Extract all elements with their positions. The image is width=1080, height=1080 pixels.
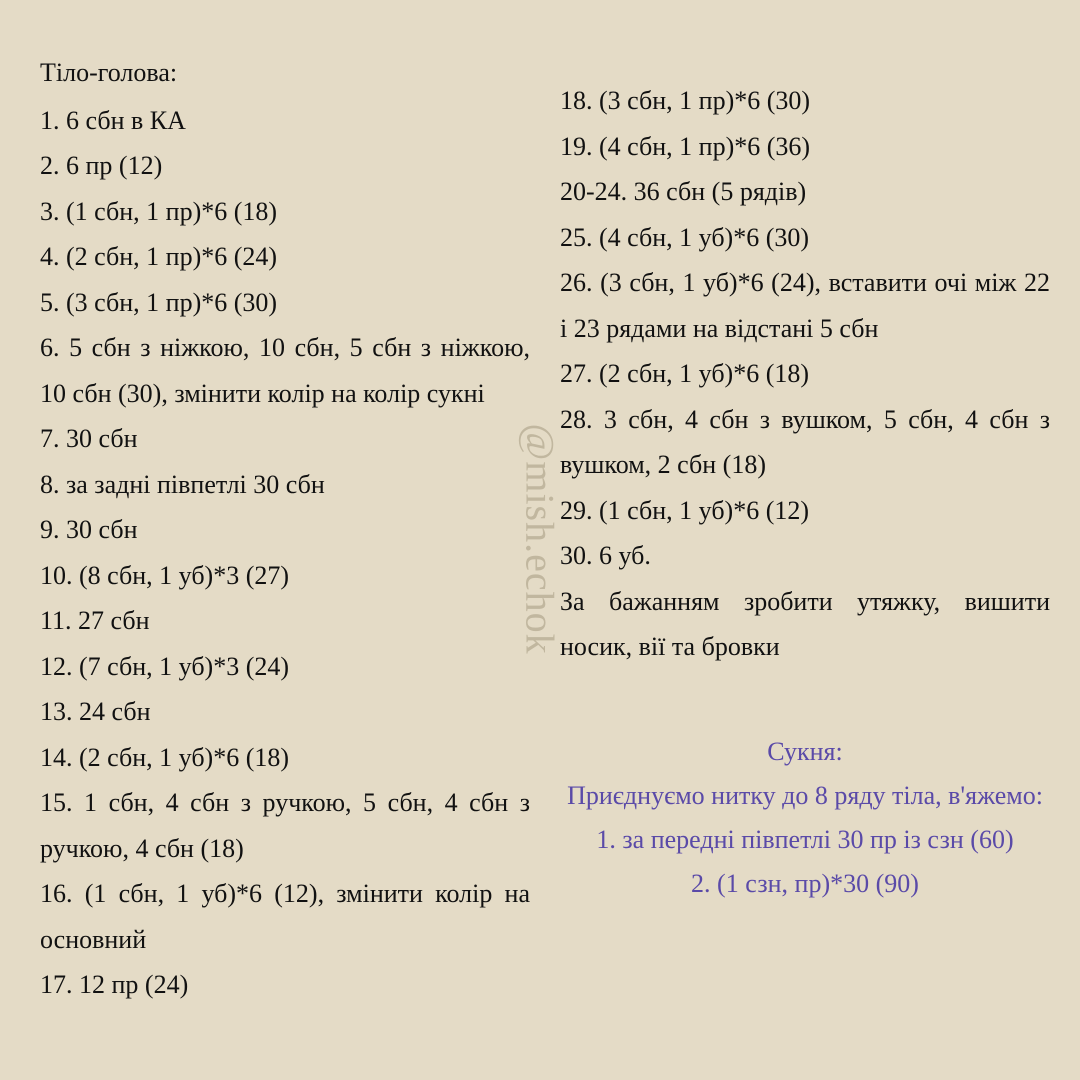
pattern-line: 14. (2 сбн, 1 уб)*6 (18) — [40, 735, 530, 781]
pattern-line: 26. (3 сбн, 1 уб)*6 (24), вставити очі м… — [560, 260, 1050, 351]
pattern-line: 18. (3 сбн, 1 пр)*6 (30) — [560, 78, 1050, 124]
pattern-line: 28. 3 сбн, 4 сбн з вушком, 5 сбн, 4 сбн … — [560, 397, 1050, 488]
dress-heading: Сукня: — [560, 730, 1050, 774]
pattern-line: 3. (1 сбн, 1 пр)*6 (18) — [40, 189, 530, 235]
left-column: Тіло-голова: 1. 6 сбн в КА 2. 6 пр (12) … — [40, 50, 540, 1050]
dress-intro: Приєднуємо нитку до 8 ряду тіла, в'яжемо… — [560, 774, 1050, 818]
pattern-line: 6. 5 сбн з ніжкою, 10 сбн, 5 сбн з ніжко… — [40, 325, 530, 416]
pattern-line: 20-24. 36 сбн (5 рядів) — [560, 169, 1050, 215]
pattern-line: 10. (8 сбн, 1 уб)*3 (27) — [40, 553, 530, 599]
pattern-line: 8. за задні півпетлі 30 сбн — [40, 462, 530, 508]
dress-item: 1. за передні півпетлі 30 пр із сзн (60) — [560, 818, 1050, 862]
pattern-line: 13. 24 сбн — [40, 689, 530, 735]
pattern-line: 2. 6 пр (12) — [40, 143, 530, 189]
pattern-line: 7. 30 сбн — [40, 416, 530, 462]
dress-item: 2. (1 сзн, пр)*30 (90) — [560, 862, 1050, 906]
right-column: 18. (3 сбн, 1 пр)*6 (30) 19. (4 сбн, 1 п… — [540, 50, 1050, 1050]
pattern-line: 27. (2 сбн, 1 уб)*6 (18) — [560, 351, 1050, 397]
pattern-page: Тіло-голова: 1. 6 сбн в КА 2. 6 пр (12) … — [0, 0, 1080, 1080]
pattern-line: 16. (1 сбн, 1 уб)*6 (12), змінити колір … — [40, 871, 530, 962]
pattern-line: 30. 6 уб. — [560, 533, 1050, 579]
pattern-line: 25. (4 сбн, 1 уб)*6 (30) — [560, 215, 1050, 261]
pattern-line: 19. (4 сбн, 1 пр)*6 (36) — [560, 124, 1050, 170]
section-heading-body-head: Тіло-голова: — [40, 50, 530, 96]
pattern-line: 12. (7 сбн, 1 уб)*3 (24) — [40, 644, 530, 690]
pattern-line: 5. (3 сбн, 1 пр)*6 (30) — [40, 280, 530, 326]
pattern-line: 4. (2 сбн, 1 пр)*6 (24) — [40, 234, 530, 280]
pattern-line: 29. (1 сбн, 1 уб)*6 (12) — [560, 488, 1050, 534]
pattern-line: 1. 6 сбн в КА — [40, 98, 530, 144]
pattern-line: 15. 1 сбн, 4 сбн з ручкою, 5 сбн, 4 сбн … — [40, 780, 530, 871]
pattern-line: 9. 30 сбн — [40, 507, 530, 553]
dress-section: Сукня: Приєднуємо нитку до 8 ряду тіла, … — [560, 730, 1050, 907]
pattern-line: 11. 27 сбн — [40, 598, 530, 644]
pattern-line: 17. 12 пр (24) — [40, 962, 530, 1008]
closing-note: За бажанням зробити утяжку, вишити носик… — [560, 579, 1050, 670]
